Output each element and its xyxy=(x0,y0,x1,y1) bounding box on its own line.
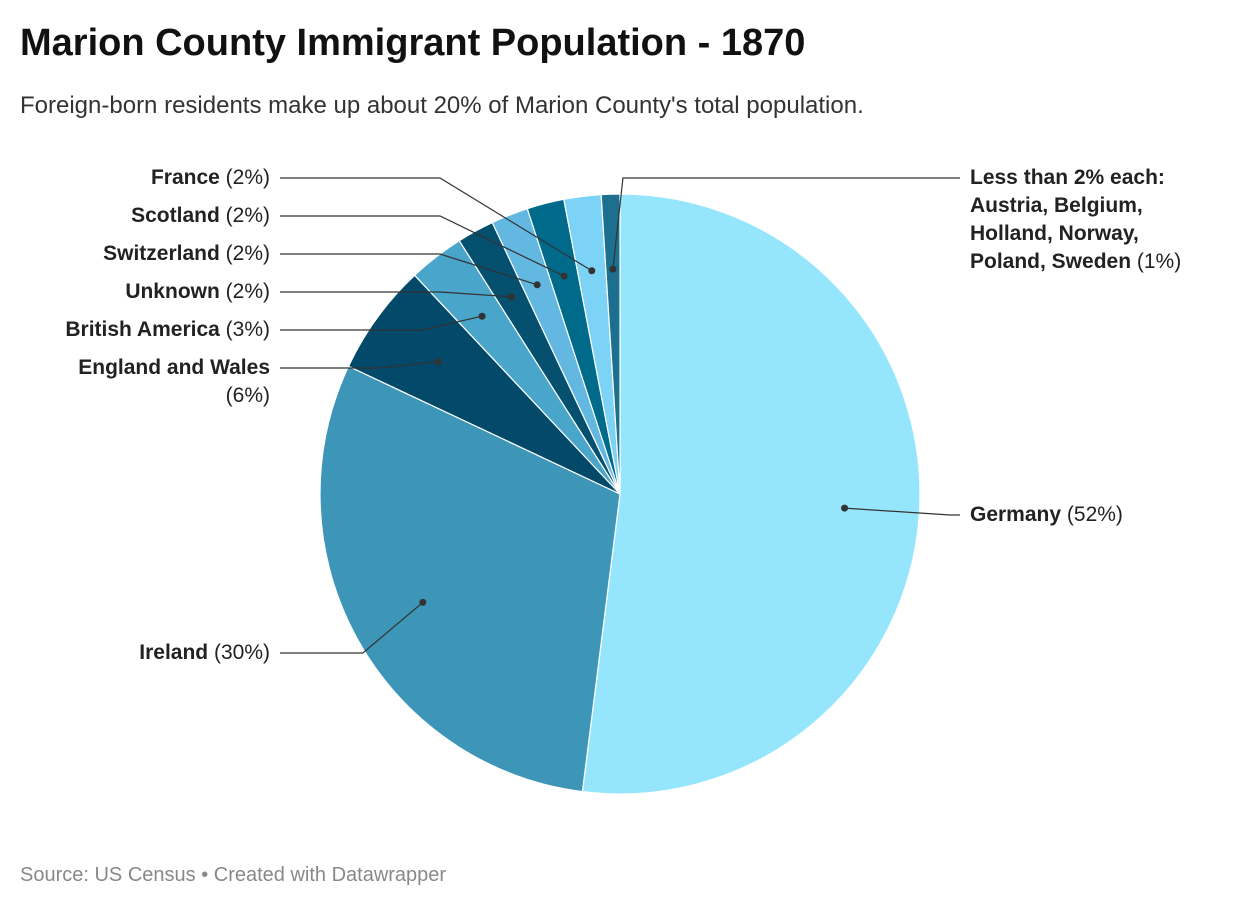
category-label: England and Wales xyxy=(78,356,270,379)
slice-label: Switzerland (2%) xyxy=(20,240,270,268)
slice-label: Ireland (30%) xyxy=(20,639,270,667)
slice-label: Scotland (2%) xyxy=(20,202,270,230)
source-note: Source: US Census • Created with Datawra… xyxy=(20,864,447,886)
chart-subtitle: Foreign-born residents make up about 20%… xyxy=(20,92,864,119)
value-label: (2%) xyxy=(225,280,270,303)
leader-line xyxy=(844,507,960,516)
leader-dot xyxy=(841,504,849,512)
pie-slice xyxy=(319,365,621,793)
pie-slice xyxy=(581,193,921,795)
category-label: Ireland xyxy=(139,641,209,664)
leader-line xyxy=(280,291,512,298)
value-label: (2%) xyxy=(225,242,270,265)
leader-dot xyxy=(588,267,596,275)
leader-dot xyxy=(560,272,568,280)
category-label: Germany xyxy=(970,503,1062,526)
category-label: Less than 2% each: Austria, Belgium, Hol… xyxy=(970,166,1165,273)
value-label: (3%) xyxy=(225,318,270,341)
category-label: France xyxy=(150,166,220,189)
category-label: Switzerland xyxy=(103,242,220,265)
value-label: (2%) xyxy=(225,204,270,227)
slice-label: Unknown (2%) xyxy=(20,278,270,306)
leader-dot xyxy=(508,293,516,301)
slice-label: Less than 2% each: Austria, Belgium, Hol… xyxy=(970,164,1200,276)
leader-dot xyxy=(533,281,541,289)
category-label: Scotland xyxy=(131,204,220,227)
slice-label: France (2%) xyxy=(20,164,270,192)
value-label: (30%) xyxy=(213,641,270,664)
leader-dot xyxy=(434,358,442,366)
slice-label: British America (3%) xyxy=(20,316,270,344)
category-label: British America xyxy=(65,318,220,341)
chart-title: Marion County Immigrant Population - 187… xyxy=(20,22,806,64)
value-label: (6%) xyxy=(225,384,270,407)
value-label: (2%) xyxy=(225,166,270,189)
slice-label: England and Wales (6%) xyxy=(55,354,270,410)
leader-line xyxy=(280,315,483,331)
leader-line xyxy=(280,177,593,272)
leader-dot xyxy=(478,312,486,320)
value-label: (52%) xyxy=(1066,503,1123,526)
leader-line xyxy=(612,177,960,270)
leader-line xyxy=(280,215,565,277)
leader-dot xyxy=(419,598,427,606)
slice-label: Germany (52%) xyxy=(970,501,1230,529)
leader-line xyxy=(280,253,538,286)
leader-dot xyxy=(609,265,617,273)
value-label: (1%) xyxy=(1136,250,1182,273)
category-label: Unknown xyxy=(125,280,220,303)
leader-line xyxy=(280,601,424,654)
leader-line xyxy=(280,361,439,369)
